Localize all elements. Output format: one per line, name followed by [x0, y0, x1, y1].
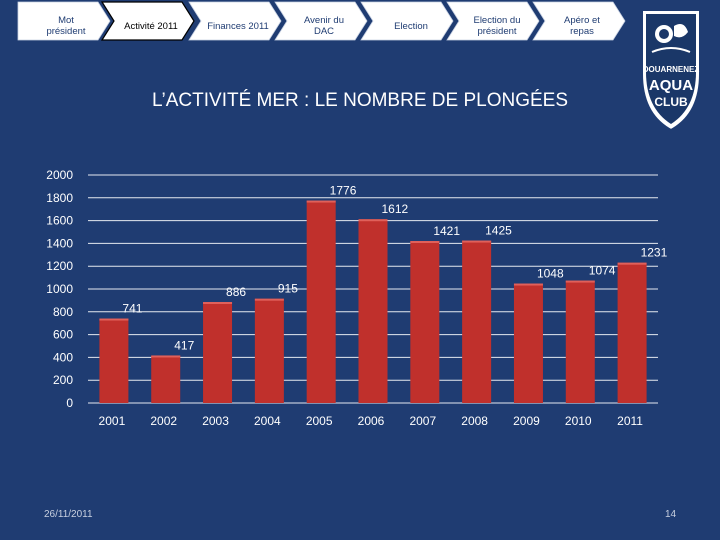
nav-chevron-shape [360, 1, 454, 41]
bar-highlight [565, 280, 595, 283]
y-tick-label: 200 [53, 373, 73, 387]
tab-apero-et-repas[interactable]: Apéro et repas [564, 15, 600, 37]
slide-title: L’ACTIVITÉ MER : LE NOMBRE DE PLONGÉES [152, 90, 568, 111]
data-label: 1776 [330, 184, 357, 198]
navigation-tabs [17, 1, 626, 41]
bar-highlight [410, 241, 440, 244]
data-label: 915 [278, 282, 298, 296]
x-tick-label: 2002 [150, 414, 177, 428]
data-label: 417 [174, 338, 194, 352]
x-tick-label: 2008 [461, 414, 488, 428]
tab-mot-president[interactable]: Mot président [46, 15, 86, 37]
data-label: 1048 [537, 267, 564, 281]
svg-text:AQUA: AQUA [649, 77, 693, 94]
data-label: 1425 [485, 224, 512, 238]
bar-highlight [513, 283, 543, 286]
bar-2001 [99, 318, 129, 403]
nav-chevron-shape [188, 1, 282, 41]
x-tick-label: 2004 [254, 414, 281, 428]
nav-chevron-shape [532, 1, 626, 41]
bar-highlight [462, 240, 492, 243]
page-number: 14 [665, 509, 677, 520]
data-label: 741 [122, 302, 142, 316]
y-tick-label: 1000 [46, 282, 73, 296]
y-tick-label: 1600 [46, 214, 73, 228]
bar-highlight [254, 298, 284, 301]
bar-highlight [151, 355, 181, 358]
y-tick-label: 1400 [46, 236, 73, 250]
tab-avenir-du-dac[interactable]: Avenir du DAC [304, 15, 344, 37]
bar-2008 [462, 240, 492, 403]
tab-election-du-president[interactable]: Election du président [473, 15, 521, 37]
bar-2003 [203, 301, 233, 403]
data-label: 1074 [589, 264, 616, 278]
x-tick-label: 2010 [565, 414, 592, 428]
tab-activite-2011[interactable]: Activité 2011 [124, 20, 178, 32]
tab-finances-2011[interactable]: Finances 2011 [207, 20, 269, 32]
data-label: 1612 [382, 202, 409, 216]
bar-2009 [513, 283, 543, 403]
bar-2002 [151, 355, 181, 403]
bar-2011 [617, 262, 647, 403]
x-tick-label: 2001 [99, 414, 126, 428]
bar-2006 [358, 219, 388, 403]
data-label: 886 [226, 285, 246, 299]
bar-highlight [358, 219, 388, 222]
bar-highlight [203, 301, 233, 304]
data-label: 1231 [641, 246, 668, 260]
svg-text:DOUARNENEZ: DOUARNENEZ [643, 65, 700, 74]
y-tick-label: 1800 [46, 191, 73, 205]
bar-highlight [617, 262, 647, 265]
nav-chevron-shape [274, 1, 368, 41]
y-tick-label: 1200 [46, 259, 73, 273]
bar-2004 [254, 298, 284, 403]
y-tick-label: 800 [53, 305, 73, 319]
footer-date: 26/11/2011 [44, 509, 93, 520]
y-tick-label: 600 [53, 328, 73, 342]
x-tick-label: 2003 [202, 414, 229, 428]
douarnenez-aqua-club-logo: DOUARNENEZ AQUA CLUB [641, 9, 701, 132]
bar-2007 [410, 241, 440, 403]
x-tick-label: 2007 [409, 414, 436, 428]
tab-election[interactable]: Election [394, 20, 428, 32]
y-tick-label: 0 [66, 396, 73, 410]
bar-2005 [306, 200, 336, 403]
bar-highlight [306, 200, 336, 203]
nav-chevron-shape [17, 1, 111, 41]
bar-2010 [565, 280, 595, 403]
nav-chevron-shape [100, 1, 195, 41]
x-tick-label: 2005 [306, 414, 333, 428]
svg-text:CLUB: CLUB [654, 95, 688, 109]
y-tick-label: 2000 [46, 168, 73, 182]
bar-highlight [99, 318, 129, 321]
dives-bar-chart: 2000180016001400120010008006004002000741… [46, 168, 668, 428]
nav-chevron-shape [446, 1, 540, 41]
x-tick-label: 2011 [617, 414, 643, 428]
x-tick-label: 2009 [513, 414, 540, 428]
data-label: 1421 [433, 224, 460, 238]
y-tick-label: 400 [53, 350, 73, 364]
x-tick-label: 2006 [358, 414, 385, 428]
